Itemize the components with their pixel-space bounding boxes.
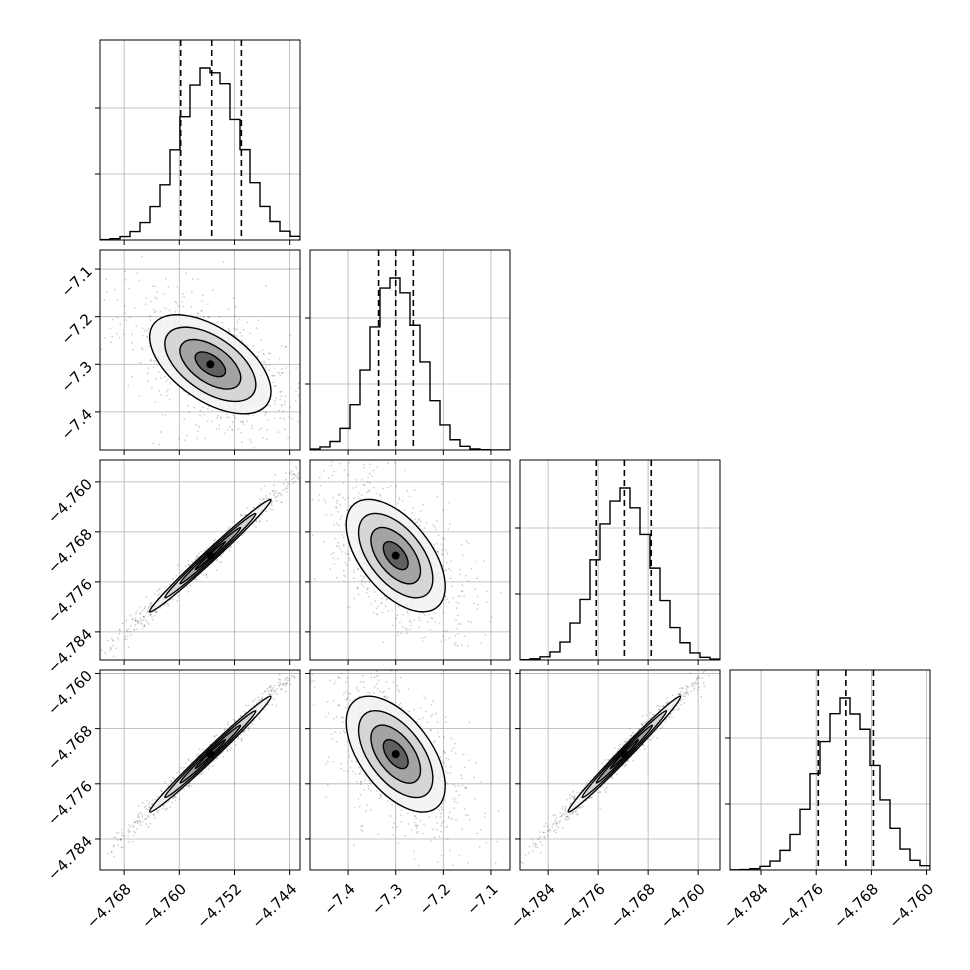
panel-frame <box>519 459 721 661</box>
panel-content <box>520 670 720 870</box>
panel-3-0 <box>95 669 301 875</box>
density-peak <box>391 750 400 759</box>
panel-content <box>100 670 300 870</box>
panel-frame <box>519 669 721 871</box>
y-tick-label: −7.1 <box>58 262 96 300</box>
histogram-0 <box>100 67 300 240</box>
x-tick-label: −7.3 <box>368 880 406 918</box>
panel-1-0 <box>95 249 301 455</box>
x-tick-label: −4.760 <box>657 880 709 932</box>
y-tick-label: −7.2 <box>58 310 96 348</box>
y-tick-label: −4.768 <box>44 525 96 577</box>
x-tick-label: −4.768 <box>830 880 882 932</box>
panel-content <box>310 670 510 870</box>
histogram-2 <box>520 487 720 660</box>
x-tick-label: −4.752 <box>193 880 245 932</box>
y-tick-label: −7.4 <box>58 405 96 443</box>
panel-2-2 <box>515 459 721 665</box>
panel-content <box>730 670 930 870</box>
panel-content <box>100 40 300 240</box>
panel-frame <box>99 669 301 871</box>
panel-content <box>100 250 300 450</box>
panel-2-0 <box>95 459 301 665</box>
density-peak <box>206 551 215 560</box>
histogram-1 <box>310 277 510 450</box>
panel-frame <box>99 39 301 241</box>
x-tick-label: −4.776 <box>557 880 609 932</box>
panel-0-0 <box>95 39 301 245</box>
density-peak <box>206 750 215 759</box>
y-tick-label: −4.784 <box>44 625 96 677</box>
x-tick-label: −4.768 <box>607 880 659 932</box>
panel-frame <box>309 669 511 871</box>
y-tick-label: −7.3 <box>58 358 96 396</box>
x-tick-label: −7.1 <box>463 880 501 918</box>
panel-content <box>310 250 510 450</box>
panel-content <box>100 460 300 660</box>
panel-frame <box>309 459 511 661</box>
panel-3-3 <box>725 669 931 875</box>
panel-3-1 <box>305 669 511 875</box>
x-tick-label: −4.760 <box>138 880 190 932</box>
x-tick-label: −7.2 <box>416 880 454 918</box>
x-tick-label: −4.776 <box>775 880 827 932</box>
panel-frame <box>99 459 301 661</box>
y-tick-label: −4.768 <box>44 722 96 774</box>
panel-frame <box>99 249 301 451</box>
y-tick-label: −4.784 <box>44 832 96 884</box>
panel-frame <box>309 249 511 451</box>
density-peak <box>620 750 629 759</box>
panel-3-2 <box>515 669 721 875</box>
x-tick-label: −4.784 <box>507 880 559 932</box>
x-tick-label: −4.760 <box>885 880 937 932</box>
density-peak <box>391 551 400 560</box>
panel-frame <box>729 669 931 871</box>
panel-content <box>310 460 510 660</box>
x-tick-label: −4.744 <box>248 880 300 932</box>
panel-content <box>520 460 720 660</box>
panel-1-1 <box>305 249 511 455</box>
histogram-3 <box>730 697 930 870</box>
y-tick-label: −4.776 <box>44 777 96 829</box>
panel-2-1 <box>305 459 511 665</box>
y-tick-label: −4.760 <box>44 667 96 719</box>
x-tick-label: −7.4 <box>320 880 358 918</box>
x-tick-label: −4.768 <box>83 880 135 932</box>
y-tick-label: −4.776 <box>44 575 96 627</box>
x-tick-label: −4.784 <box>720 880 772 932</box>
y-tick-label: −4.760 <box>44 475 96 527</box>
density-peak <box>206 360 215 369</box>
